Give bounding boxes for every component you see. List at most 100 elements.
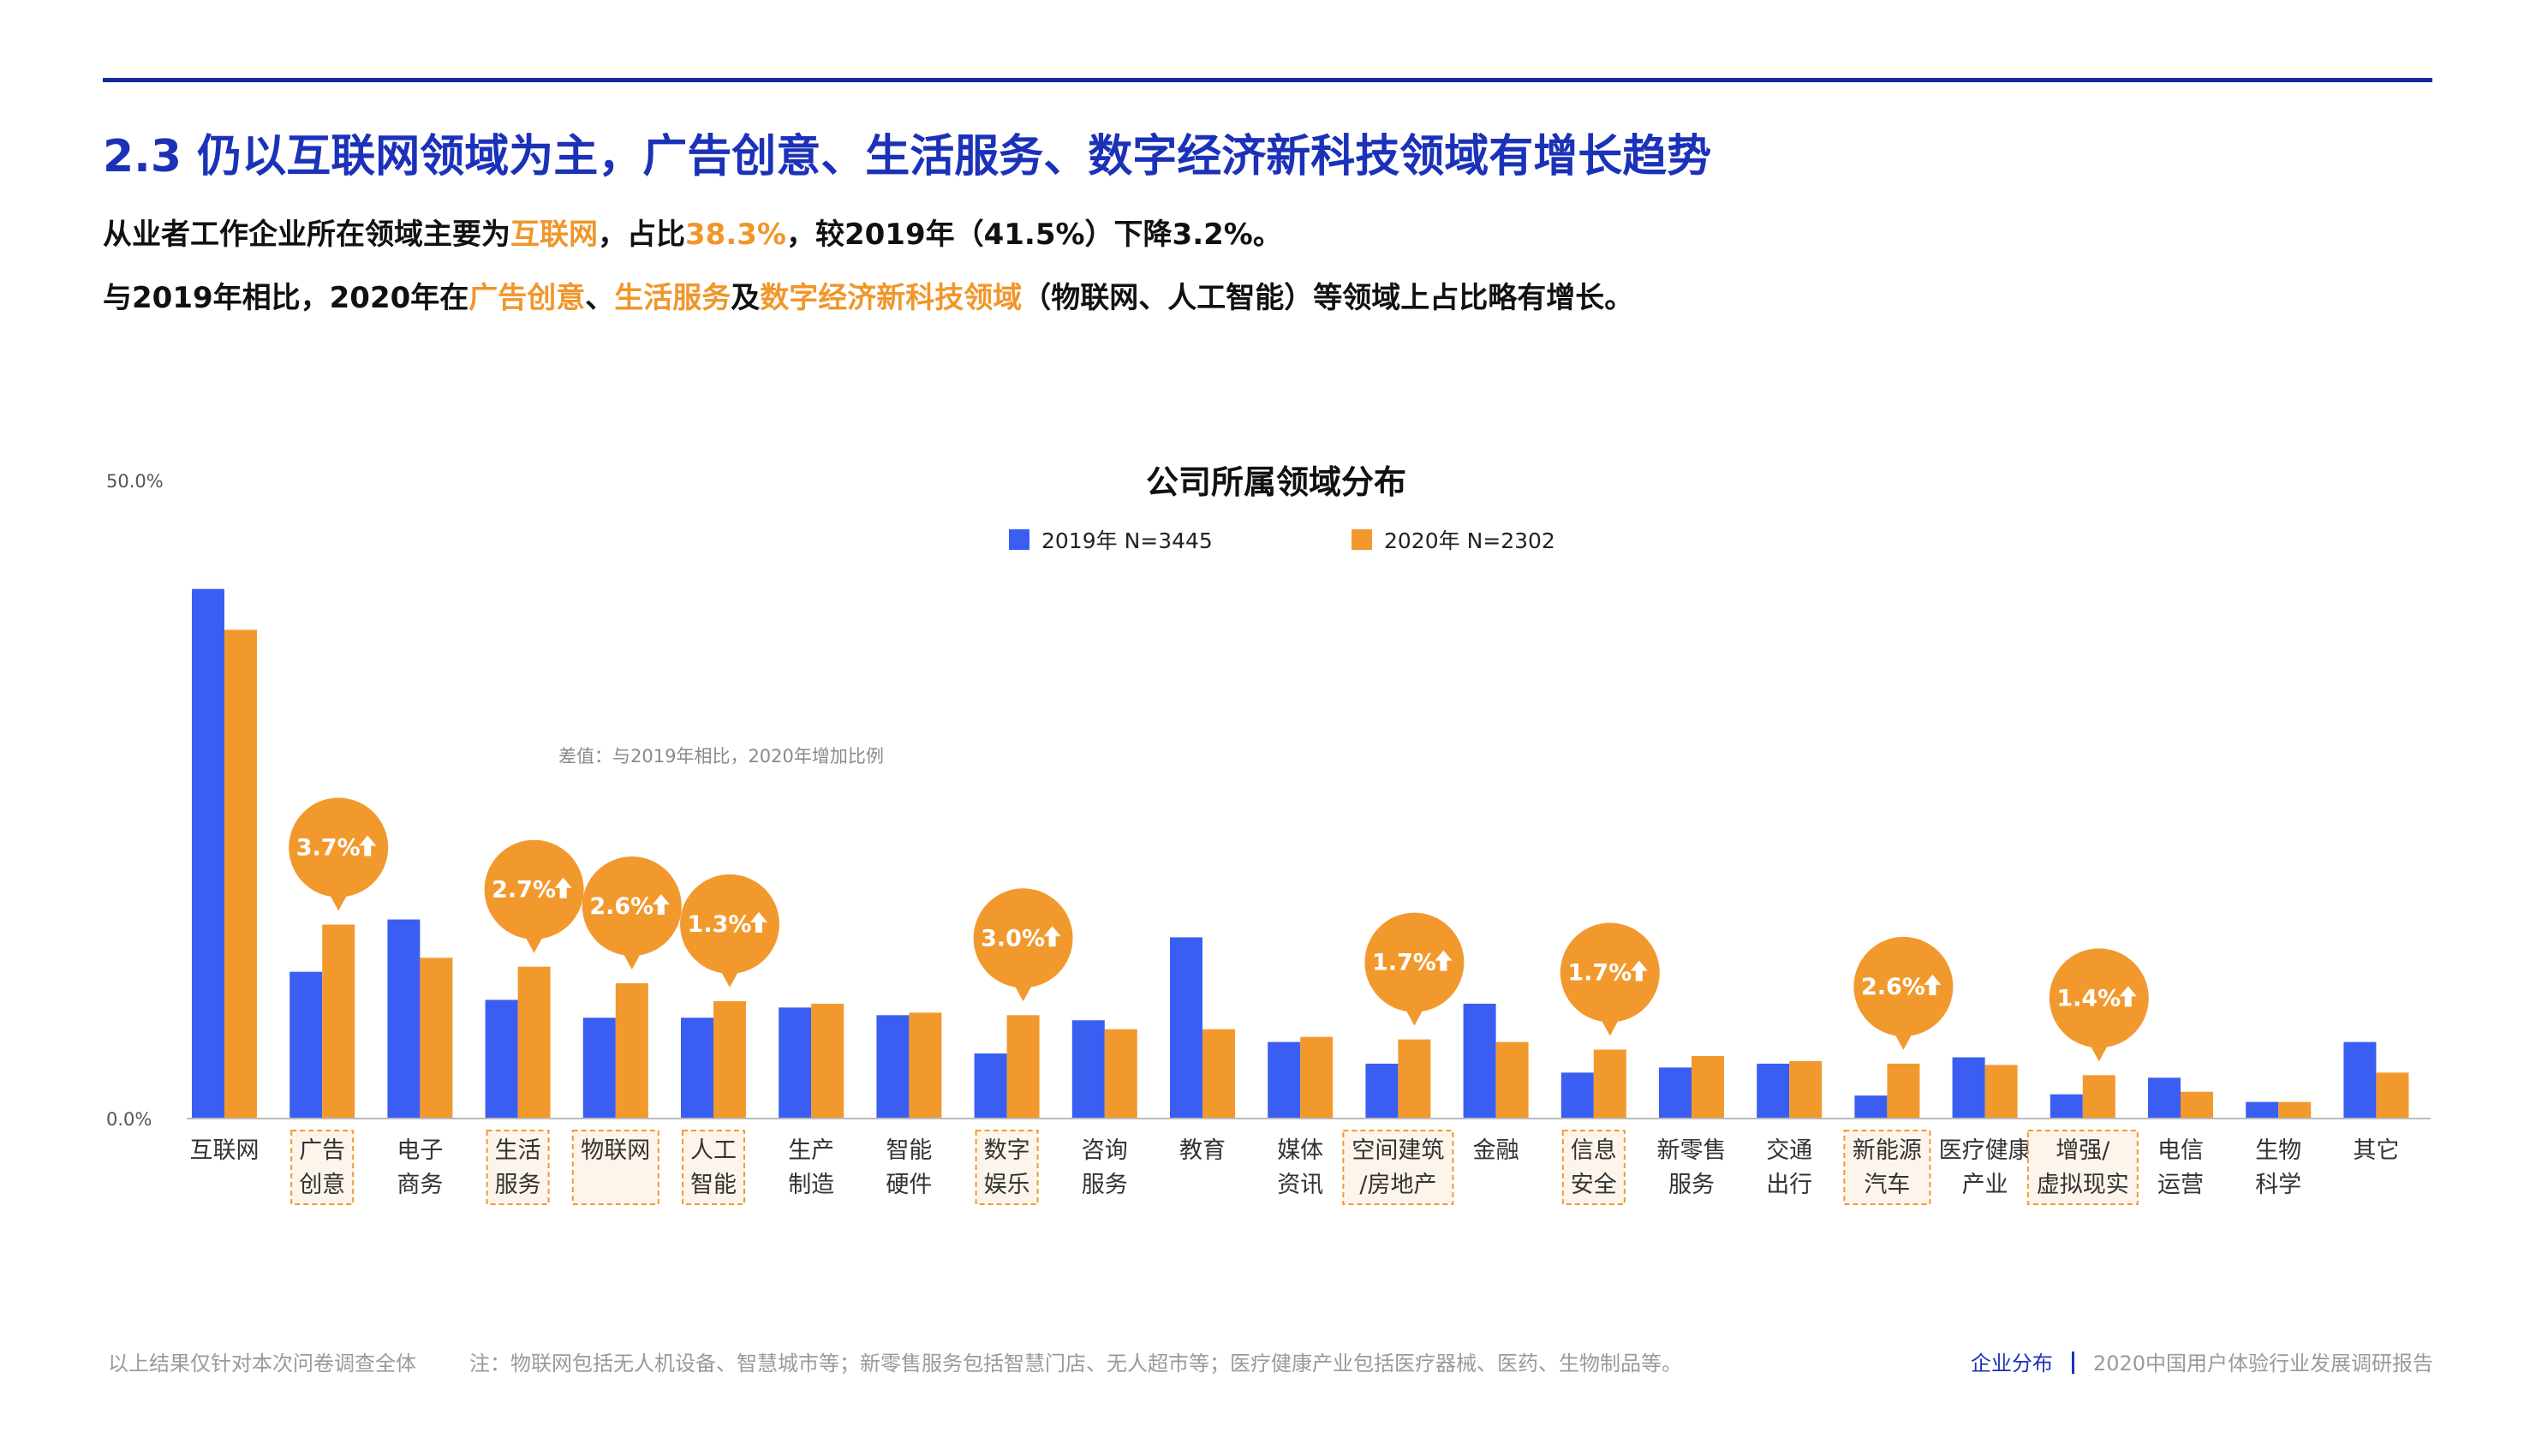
bar-2019 xyxy=(387,919,421,1119)
category-label: 服务 xyxy=(1082,1172,1128,1198)
category-label: 运营 xyxy=(2157,1172,2204,1198)
category-label: 教育 xyxy=(1179,1137,1226,1164)
bar-2020 xyxy=(1692,1055,1724,1119)
bar-2020 xyxy=(2082,1075,2115,1119)
bar-2020 xyxy=(2376,1072,2409,1119)
category-label: 媒体 xyxy=(1277,1137,1323,1164)
category-label: 生物 xyxy=(2255,1137,2301,1164)
delta-value: 3.7% xyxy=(296,835,361,862)
category-highlight-box xyxy=(486,1130,550,1205)
category-highlight-box xyxy=(290,1130,355,1205)
category-label: 服务 xyxy=(1668,1172,1715,1198)
arrow-up-icon xyxy=(1435,950,1453,971)
bar-2019 xyxy=(876,1015,910,1119)
bar-2020 xyxy=(1495,1041,1529,1119)
category-label: 新能源 xyxy=(1853,1137,1922,1164)
category-label: 广告 xyxy=(299,1137,345,1164)
category-label: 创意 xyxy=(299,1172,345,1198)
category-label: 汽车 xyxy=(1864,1172,1910,1198)
category-label: 虚拟现实 xyxy=(2037,1172,2129,1198)
delta-value: 2.6% xyxy=(589,893,653,920)
y-tick-label: 50.0% xyxy=(106,471,164,492)
delta-value: 1.7% xyxy=(1567,960,1632,987)
category-label: 增强/ xyxy=(2056,1137,2110,1164)
summary-text-segment: 及 xyxy=(731,281,761,315)
category-label: 科学 xyxy=(2255,1172,2301,1198)
category-label: 生活 xyxy=(495,1137,541,1164)
bar-2019 xyxy=(974,1053,1007,1119)
y-tick-label: 0.0% xyxy=(106,1109,152,1130)
delta-value: 2.7% xyxy=(492,877,556,904)
footer-divider xyxy=(2071,1352,2074,1374)
bar-2019 xyxy=(582,1017,616,1119)
bar-2020 xyxy=(420,958,453,1119)
footer-definition-note: 注：物联网包括无人机设备、智慧城市等；新零售服务包括智慧门店、无人超市等；医疗健… xyxy=(469,1352,1682,1375)
category-highlight-box xyxy=(1561,1130,1626,1205)
delta-value: 3.0% xyxy=(981,925,1045,952)
bar-2020 xyxy=(1593,1049,1626,1119)
category-label: 娱乐 xyxy=(984,1172,1030,1198)
category-label: 新零售 xyxy=(1657,1137,1727,1164)
arrow-up-icon xyxy=(652,894,670,916)
category-label: 数字 xyxy=(984,1137,1030,1164)
category-label: 服务 xyxy=(495,1172,541,1198)
delta-value: 2.6% xyxy=(1861,974,1925,1000)
arrow-up-icon xyxy=(1630,960,1648,982)
category-label: 人工 xyxy=(690,1137,737,1164)
arrow-up-icon xyxy=(1043,926,1061,947)
arrow-up-icon xyxy=(1924,974,1942,995)
category-label: 制造 xyxy=(788,1172,834,1198)
bar-2020 xyxy=(224,630,257,1119)
category-label: 资讯 xyxy=(1277,1172,1323,1198)
category-label: 生产 xyxy=(788,1137,834,1164)
summary-text-segment: ，较2019年（41.5%）下降3.2%。 xyxy=(785,218,1282,252)
category-highlight-box xyxy=(975,1130,1039,1205)
category-label: 电子 xyxy=(397,1137,443,1164)
delta-bubble xyxy=(1364,912,1465,1012)
summary-text-segment: 38.3% xyxy=(685,218,786,252)
summary-text-segment: 互联网 xyxy=(510,218,598,252)
domain-distribution-chart: 公司所属领域分布 2019年 N=3445 2020年 N=2302 0.0% 50.0… xyxy=(106,463,2431,1205)
delta-bubble xyxy=(680,874,779,974)
delta-value: 1.7% xyxy=(1372,950,1436,976)
bar-2020 xyxy=(1202,1029,1235,1119)
summary-line-2: 与2019年相比，2020年在广告创意、生活服务及数字经济新科技领域（物联网、人… xyxy=(103,274,1633,316)
chart-title: 公司所属领域分布 xyxy=(1146,463,1406,501)
delta-bubble xyxy=(1560,922,1660,1023)
category-label: 出行 xyxy=(1766,1172,1812,1198)
delta-annotation-note: 差值：与2019年相比，2020年增加比例 xyxy=(558,746,884,767)
bar-2020 xyxy=(517,966,551,1119)
bar-2020 xyxy=(811,1003,844,1119)
delta-bubble xyxy=(2049,948,2149,1048)
category-label: 金融 xyxy=(1473,1137,1519,1164)
category-label: 互联网 xyxy=(190,1137,260,1164)
bar-2019 xyxy=(2343,1041,2377,1119)
delta-bubble xyxy=(484,839,584,940)
category-label: 其它 xyxy=(2353,1137,2399,1164)
bar-2019 xyxy=(1170,937,1202,1119)
bar-2020 xyxy=(1006,1015,1040,1119)
bar-2020 xyxy=(2278,1101,2312,1119)
category-highlight-box xyxy=(1342,1130,1454,1205)
summary-text-segment: （物联网、人工智能）等领域上占比略有增长。 xyxy=(1022,281,1634,315)
bar-2020 xyxy=(909,1012,942,1119)
delta-bubble xyxy=(973,888,1073,988)
bar-2019 xyxy=(1854,1095,1888,1119)
bar-2020 xyxy=(1300,1036,1334,1119)
category-label: 智能 xyxy=(886,1137,932,1164)
category-label: 医疗健康 xyxy=(1939,1137,2032,1164)
delta-value: 1.4% xyxy=(2056,985,2121,1011)
summary-text-segment: 生活服务 xyxy=(614,281,731,315)
footer-report-title: 2020中国用户体验行业发展调研报告 xyxy=(2092,1352,2433,1375)
bar-2020 xyxy=(713,1000,746,1119)
bar-2019 xyxy=(1757,1063,1790,1119)
category-label: 信息 xyxy=(1571,1137,1617,1164)
bar-2019 xyxy=(681,1017,713,1119)
bar-2020 xyxy=(615,983,648,1119)
legend-swatch xyxy=(1352,529,1372,550)
category-label: 安全 xyxy=(1571,1172,1617,1198)
arrow-up-icon xyxy=(2119,986,2137,1007)
delta-bubble xyxy=(1853,936,1954,1036)
legend-label: 2020年 N=2302 xyxy=(1384,528,1555,553)
bar-2019 xyxy=(1463,1003,1496,1119)
